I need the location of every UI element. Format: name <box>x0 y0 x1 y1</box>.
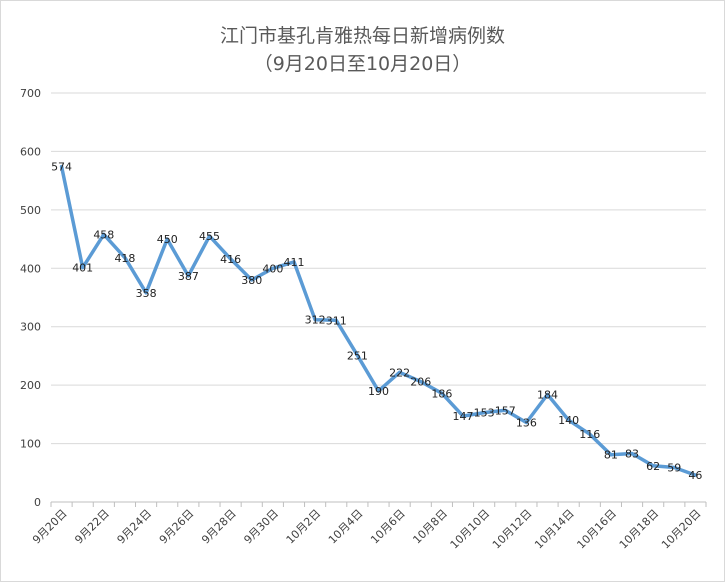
data-label: 311 <box>326 314 347 327</box>
data-label: 46 <box>688 469 702 482</box>
data-label: 116 <box>579 428 600 441</box>
x-tick-label: 10月10日 <box>448 507 493 552</box>
data-label: 136 <box>516 417 537 430</box>
data-label: 418 <box>114 252 135 265</box>
data-label: 458 <box>93 228 114 241</box>
y-tick-label: 200 <box>20 379 41 392</box>
x-tick-label: 9月24日 <box>115 507 155 547</box>
data-label: 387 <box>178 270 199 283</box>
data-label: 411 <box>283 256 304 269</box>
data-label: 153 <box>474 407 495 420</box>
x-tick-label: 9月28日 <box>199 507 239 547</box>
data-label: 401 <box>72 262 93 275</box>
data-label: 186 <box>431 387 452 400</box>
x-tick-label: 9月26日 <box>157 507 197 547</box>
data-label: 222 <box>389 366 410 379</box>
chart-title: 江门市基孔肯雅热每日新增病例数 <box>219 25 505 47</box>
x-tick-label: 10月12日 <box>490 507 535 552</box>
x-tick-label: 10月16日 <box>574 507 619 552</box>
y-tick-label: 100 <box>20 438 41 451</box>
x-tick-label: 9月22日 <box>72 507 112 547</box>
x-tick-label: 10月2日 <box>284 507 324 547</box>
x-tick-label: 10月18日 <box>617 507 662 552</box>
series-line <box>59 164 698 477</box>
x-tick-label: 10月8日 <box>410 507 450 547</box>
data-label: 574 <box>51 161 72 174</box>
x-tick-label: 9月30日 <box>241 507 281 547</box>
data-label: 251 <box>347 349 368 362</box>
data-label: 380 <box>241 274 262 287</box>
data-label: 59 <box>667 462 681 475</box>
y-tick-label: 700 <box>20 87 41 100</box>
data-label: 358 <box>136 287 157 300</box>
data-label: 140 <box>558 414 579 427</box>
x-tick-label: 10月20日 <box>659 507 704 552</box>
data-label: 416 <box>220 253 241 266</box>
data-label: 190 <box>368 385 389 398</box>
data-label: 83 <box>625 448 639 461</box>
x-tick-label: 10月6日 <box>368 507 408 547</box>
data-label: 184 <box>537 388 558 401</box>
x-tick-label: 10月14日 <box>532 507 577 552</box>
data-label: 312 <box>305 314 326 327</box>
y-tick-label: 400 <box>20 262 41 275</box>
data-label: 455 <box>199 230 220 243</box>
y-tick-label: 300 <box>20 321 41 334</box>
data-label: 62 <box>646 460 660 473</box>
chart-subtitle: （9月20日至10月20日） <box>253 53 472 75</box>
y-tick-label: 600 <box>20 145 41 158</box>
data-label: 157 <box>495 404 516 417</box>
data-label: 450 <box>157 233 178 246</box>
y-tick-label: 500 <box>20 204 41 217</box>
data-label: 206 <box>410 376 431 389</box>
data-label: 400 <box>262 262 283 275</box>
data-label: 147 <box>453 410 474 423</box>
x-tick-label: 10月4日 <box>326 507 366 547</box>
y-tick-label: 0 <box>34 496 41 509</box>
x-tick-label: 9月20日 <box>30 507 70 547</box>
data-label: 81 <box>604 449 618 462</box>
